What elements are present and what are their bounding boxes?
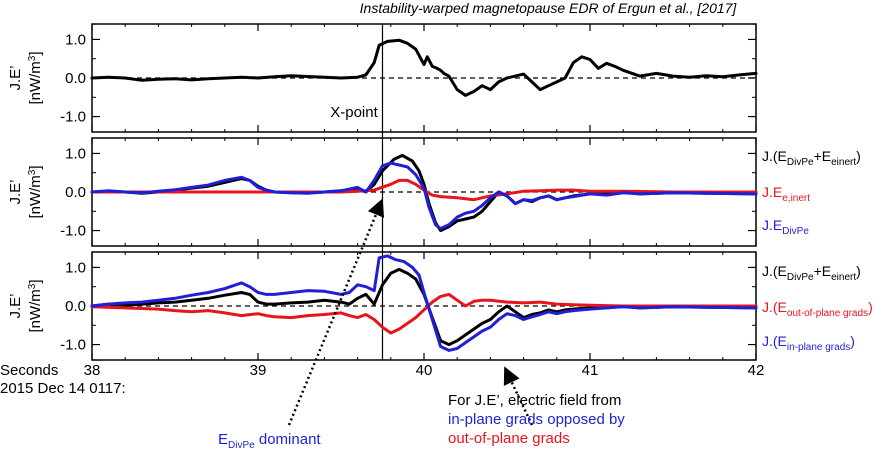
panel-1-ytick-label: 1.0: [65, 31, 86, 48]
panel-2-ylabel: J.E’: [7, 179, 24, 204]
xtick-label: 40: [416, 362, 433, 379]
y-tick-labels: -1.0 0.0 1.0 -1.0 0.0 1.0 -1.0 0.0 1.0: [60, 31, 86, 353]
xtick-label: 41: [582, 362, 599, 379]
annotation-grads-line-3: out-of-plane grads: [448, 430, 570, 447]
panel-1-ytick-label: -1.0: [60, 109, 86, 126]
svg-text:[nW/m3]: [nW/m3]: [27, 165, 44, 218]
panel-3-series-red: [90, 292, 758, 335]
panel-2-ylabel-units: [nW/m3]: [27, 165, 44, 218]
panel-3-ylabel-units: [nW/m3]: [27, 279, 44, 332]
xtick-label: 42: [748, 362, 765, 379]
annotation-divpe-dominant: EDivPe dominant: [218, 431, 321, 451]
svg-text:J.E’: J.E’: [7, 65, 24, 90]
x-caption-seconds: Seconds: [0, 362, 58, 379]
legend-p3-in-plane: J.(Ein-plane grads): [762, 333, 855, 353]
annotation-grads-line-1: For J.E’, electric field from: [448, 392, 621, 409]
legend-p2-combined: J.(EDivPe+Eeinert): [762, 148, 861, 168]
panel-3-series-black: [90, 267, 758, 347]
xtick-label: 38: [84, 362, 101, 379]
panel-1-series-black: [90, 38, 758, 97]
chart-title: Instability-warped magnetopause EDR of E…: [360, 0, 738, 16]
panel-2-series-red: [90, 178, 758, 202]
panel-3-ytick-label: 0.0: [65, 298, 86, 315]
svg-text:[nW/m3]: [nW/m3]: [27, 279, 44, 332]
panel-1-ylabel-units: [nW/m3]: [27, 51, 44, 104]
svg-text:[nW/m3]: [nW/m3]: [27, 51, 44, 104]
x-caption-date: 2015 Dec 14 0117:: [0, 380, 126, 397]
panel-3-ylabel: J.E’: [7, 293, 24, 318]
annotation-arrow-divpe: [287, 198, 385, 426]
panel-3-ytick-label: 1.0: [65, 259, 86, 276]
panel-2-ytick-label: 0.0: [65, 184, 86, 201]
legend-p2-divpe: J.EDivPe: [762, 217, 809, 237]
panel-2-ytick-label: -1.0: [60, 223, 86, 240]
panel-2-ytick-label: 1.0: [65, 145, 86, 162]
svg-text:J.E’: J.E’: [7, 179, 24, 204]
panel-1-ytick-label: 0.0: [65, 70, 86, 87]
legend-p2-einert: J.Ee,inert: [762, 184, 810, 204]
x-tick-labels: 38 39 40 41 42: [84, 362, 765, 379]
legend-p3-combined: J.(EDivPe+Eeinert): [762, 263, 861, 283]
annotation-arrow-grads: [503, 366, 534, 426]
series-layer: [90, 38, 758, 352]
x-point-label: X-point: [330, 104, 378, 121]
xtick-label: 39: [250, 362, 267, 379]
panel-3-ytick-label: -1.0: [60, 337, 86, 354]
annotation-grads-line-2: in-plane grads opposed by: [448, 411, 625, 428]
panel-3-series-blue: [90, 254, 758, 352]
panel-2-series-blue: [90, 161, 758, 231]
panel-1-ylabel: J.E’: [7, 65, 24, 90]
legend-p3-out-of-plane: J.(Eout-of-plane grads): [762, 299, 873, 319]
svg-text:J.E’: J.E’: [7, 293, 24, 318]
